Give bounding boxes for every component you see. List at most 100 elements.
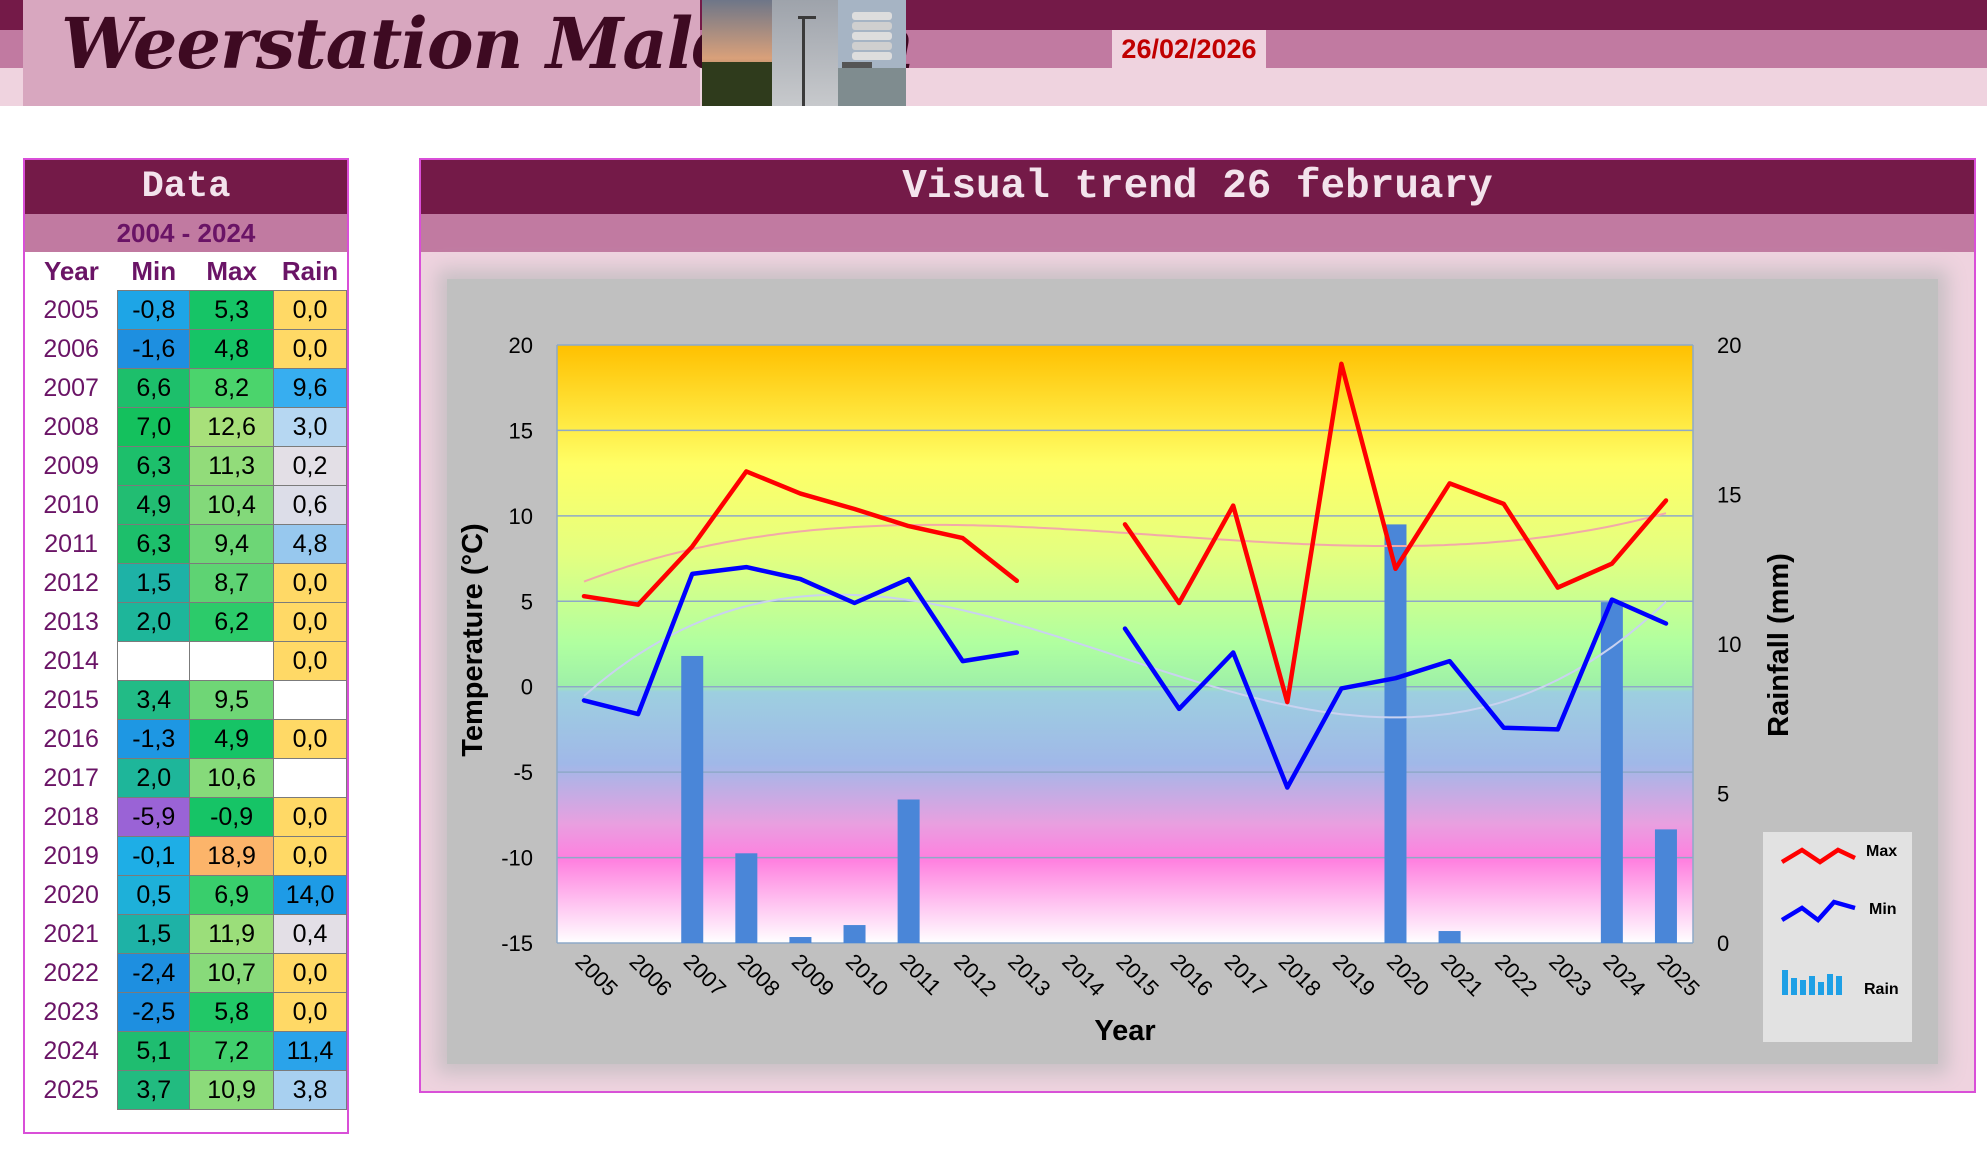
cell-max: 9,5 (189, 680, 275, 720)
cell-rain: 11,4 (273, 1031, 347, 1071)
cell-year: 2012 (43, 568, 99, 597)
y2-tick-label: 15 (1717, 483, 1741, 508)
table-row: 2020 0,5 6,9 14,0 (25, 875, 347, 915)
y2-tick-label: 0 (1717, 931, 1729, 956)
cell-rain: 0,0 (273, 953, 347, 993)
cell-rain: 0,0 (273, 563, 347, 603)
cell-rain: 0,4 (273, 914, 347, 954)
table-row: 2013 2,0 6,2 0,0 (25, 602, 347, 642)
table-row: 2021 1,5 11,9 0,4 (25, 914, 347, 954)
x-tick-label: 2025 (1652, 949, 1704, 1001)
cell-rain: 0,0 (273, 641, 347, 681)
cell-min: -1,6 (117, 329, 191, 369)
x-tick-label: 2009 (787, 949, 839, 1001)
cell-rain: 0,0 (273, 290, 347, 330)
x-tick-label: 2012 (949, 949, 1001, 1001)
cell-rain: 9,6 (273, 368, 347, 408)
cell-max: 8,7 (189, 563, 275, 603)
legend-rain-swatch (1800, 980, 1806, 995)
cell-min: 6,6 (117, 368, 191, 408)
chart-legend: Max Min Rain (1763, 832, 1912, 1042)
cell-rain: 4,8 (273, 524, 347, 564)
column-header-rain: Rain (281, 255, 339, 286)
y2-axis-title: Rainfall (mm) (1763, 553, 1795, 737)
cell-min: 2,0 (117, 758, 191, 798)
cell-rain: 3,8 (273, 1070, 347, 1110)
rain-bar (789, 937, 812, 943)
y-tick-label: 5 (521, 589, 533, 614)
legend-max-swatch (1780, 847, 1856, 865)
rain-bar (681, 655, 704, 943)
x-tick-label: 2024 (1598, 949, 1650, 1001)
legend-min-swatch (1780, 899, 1856, 924)
table-row: 2017 2,0 10,6 (25, 758, 347, 798)
cell-max: 5,3 (189, 290, 275, 330)
min-temperature-line (581, 564, 1669, 790)
table-row: 2022 -2,4 10,7 0,0 (25, 953, 347, 993)
cell-rain: 0,2 (273, 446, 347, 486)
column-header-min: Min (131, 255, 177, 286)
cell-year: 2025 (43, 1075, 99, 1104)
x-tick-label: 2019 (1328, 949, 1380, 1001)
y-tick-label: 20 (509, 333, 533, 358)
cell-min (117, 641, 191, 681)
table-row: 2014 0,0 (25, 641, 347, 681)
cell-year: 2016 (43, 724, 99, 753)
cell-max: 10,9 (189, 1070, 275, 1110)
cell-min: 0,5 (117, 875, 191, 915)
cell-year: 2018 (43, 802, 99, 831)
data-period-range: 2004 - 2024 (25, 214, 347, 252)
x-tick-label: 2017 (1220, 949, 1272, 1001)
column-header-max: Max (206, 255, 257, 286)
cell-max: 5,8 (189, 992, 275, 1032)
max-temperature-line (581, 361, 1669, 705)
cell-max: 4,8 (189, 329, 275, 369)
cell-max: 11,3 (189, 446, 275, 486)
cell-year: 2020 (43, 880, 99, 909)
x-tick-label: 2010 (841, 949, 893, 1001)
rain-bar (1384, 524, 1407, 943)
cell-max (189, 641, 275, 681)
cell-year: 2019 (43, 841, 99, 870)
table-row: 2012 1,5 8,7 0,0 (25, 563, 347, 603)
legend-rain-swatch (1809, 976, 1815, 995)
cell-rain (273, 680, 347, 720)
cell-year: 2009 (43, 451, 99, 480)
cell-rain: 0,0 (273, 719, 347, 759)
cell-max: -0,9 (189, 797, 275, 837)
y-tick-label: -15 (501, 931, 533, 956)
x-tick-label: 2014 (1057, 949, 1109, 1001)
cell-rain: 0,0 (273, 602, 347, 642)
y2-tick-label: 20 (1717, 333, 1741, 358)
cell-min: 3,4 (117, 680, 191, 720)
x-tick-label: 2006 (625, 949, 677, 1001)
x-tick-label: 2005 (571, 949, 623, 1001)
cell-year: 2005 (43, 295, 99, 324)
max-trendline (583, 512, 1667, 583)
x-tick-label: 2016 (1166, 949, 1218, 1001)
y-axis-title: Temperature (°C) (457, 523, 489, 756)
cell-max: 10,6 (189, 758, 275, 798)
table-header-row: Year Min Max Rain (25, 252, 347, 291)
cell-year: 2024 (43, 1036, 99, 1065)
cell-max: 6,9 (189, 875, 275, 915)
cell-min: 7,0 (117, 407, 191, 447)
x-tick-label: 2023 (1544, 949, 1596, 1001)
data-panel-title: Data (25, 160, 347, 214)
table-row: 2015 3,4 9,5 (25, 680, 347, 720)
table-row: 2009 6,3 11,3 0,2 (25, 446, 347, 486)
plot-background (557, 345, 1693, 943)
cell-year: 2015 (43, 685, 99, 714)
legend-rain-swatch (1827, 974, 1833, 995)
cell-year: 2023 (43, 997, 99, 1026)
cell-year: 2017 (43, 763, 99, 792)
chart-panel-title: Visual trend 26 february (421, 160, 1974, 214)
cell-rain: 0,0 (273, 329, 347, 369)
rain-bar (1600, 602, 1623, 943)
cell-max: 9,4 (189, 524, 275, 564)
current-date: 26/02/2026 (1112, 30, 1266, 68)
legend-box (1763, 832, 1912, 1042)
table-row: 2023 -2,5 5,8 0,0 (25, 992, 347, 1032)
cell-year: 2010 (43, 490, 99, 519)
